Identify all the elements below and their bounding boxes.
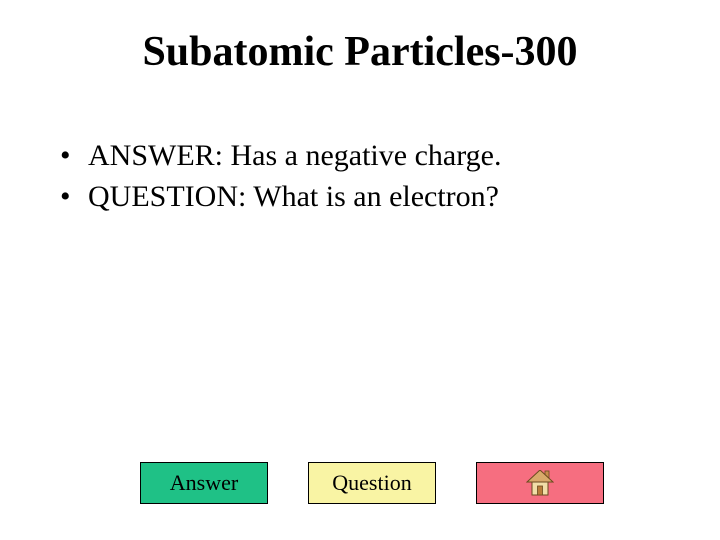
button-row: Answer Question: [140, 462, 604, 504]
bullet-answer: ANSWER: Has a negative charge.: [60, 136, 720, 177]
answer-button[interactable]: Answer: [140, 462, 268, 504]
bullet-question: QUESTION: What is an electron?: [60, 177, 720, 218]
slide-title: Subatomic Particles-300: [0, 0, 720, 86]
bullet-list: ANSWER: Has a negative charge. QUESTION:…: [0, 86, 720, 217]
home-icon: [526, 470, 554, 496]
home-button[interactable]: [476, 462, 604, 504]
question-button[interactable]: Question: [308, 462, 436, 504]
